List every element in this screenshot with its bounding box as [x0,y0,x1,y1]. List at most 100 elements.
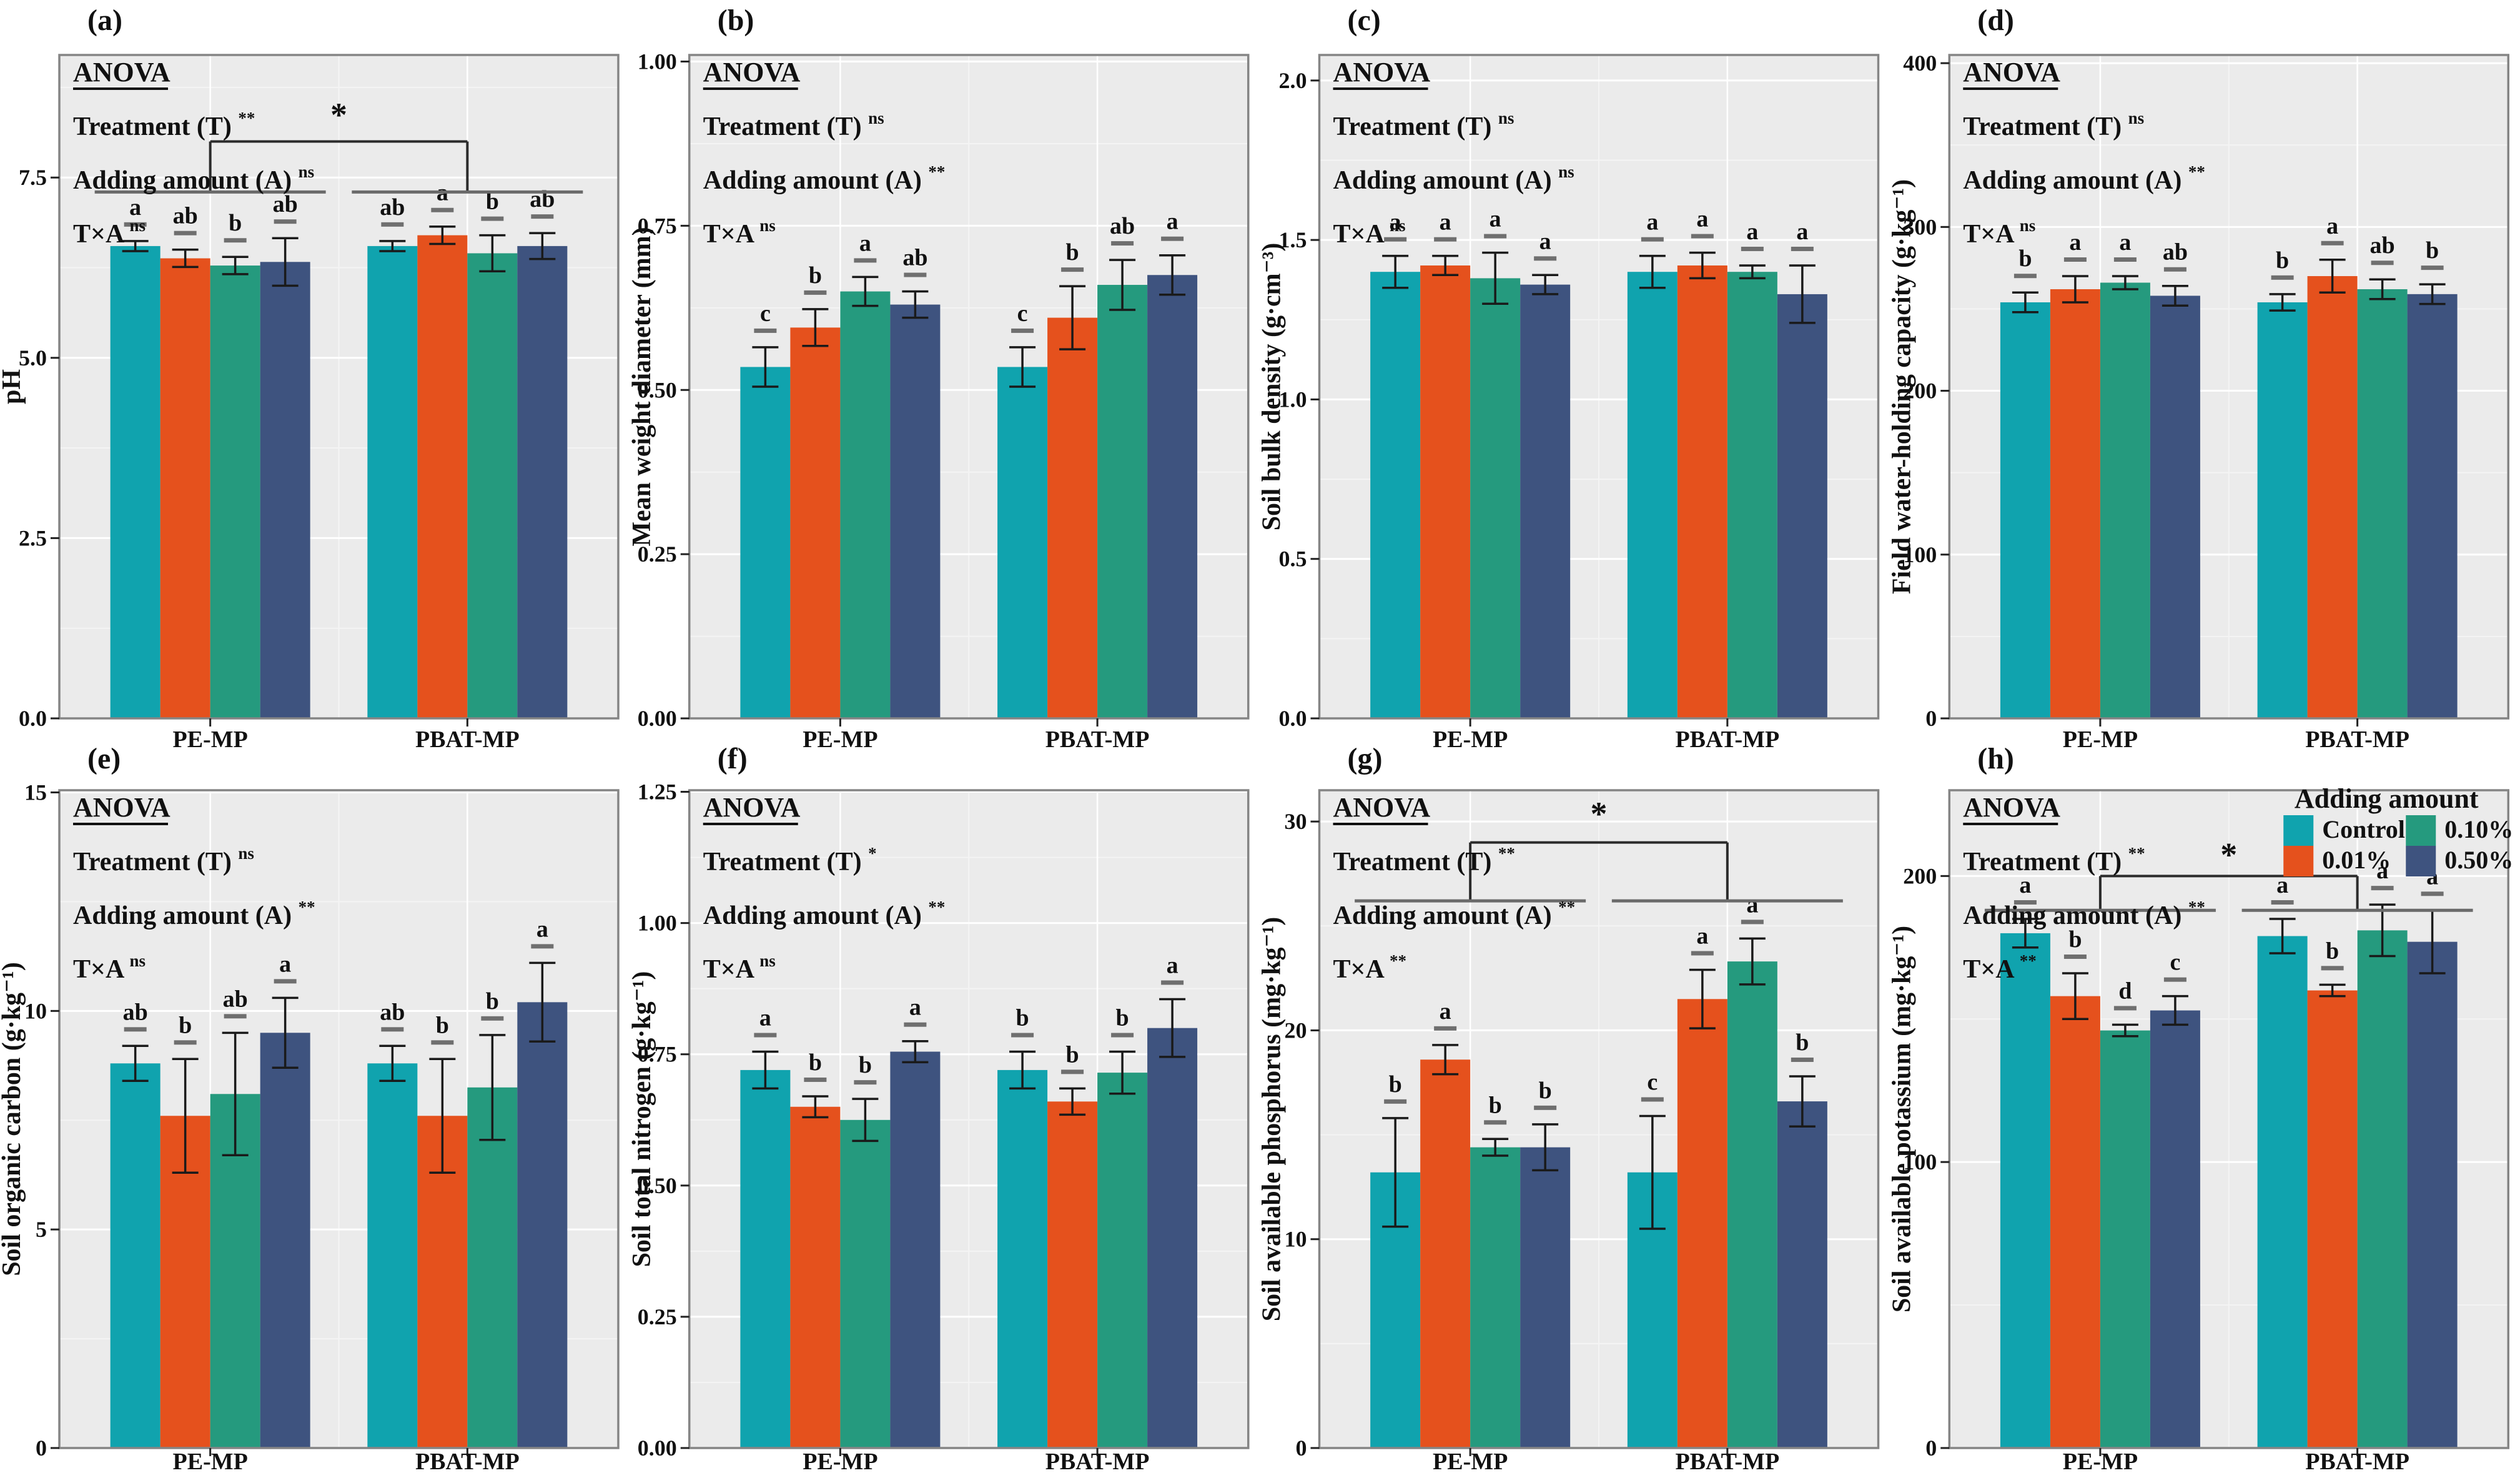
letter-dash [274,219,297,224]
letter-dash [1534,256,1557,261]
x-category-label: PE-MP [2063,1449,2138,1473]
bar-PE-MP-0.50% [2150,295,2200,718]
x-category-label: PE-MP [1433,727,1508,753]
significance-letter: ab [2370,232,2395,259]
anova-line: T×A ns [73,951,146,984]
significance-star: * [2220,836,2237,873]
bar-PBAT-MP-Control [2257,302,2308,718]
x-category-label: PE-MP [2063,727,2138,753]
letter-dash [1691,951,1714,956]
anova-line: Adding amount (A) ** [1963,162,2205,195]
letter-dash [1384,1099,1407,1104]
significance-letter: ab [530,186,555,212]
letter-dash [2321,241,2344,245]
bar-PBAT-MP-0.10% [2357,930,2408,1448]
significance-letter: c [1647,1069,1658,1095]
y-axis-label: Soil available phosphorus (mg·kg⁻¹) [1258,917,1287,1321]
panel-e: (e) ab b ab a ab b b a 0 5 10 15 PE-MP PBAT-MP Soil org… [0,742,620,1473]
significance-letter: ab [273,191,298,217]
significance-letter: c [2170,950,2180,976]
bar-PBAT-MP-0.10% [467,1087,518,1448]
letter-dash [2421,265,2444,270]
letter-dash [2063,955,2087,960]
bar-PBAT-MP-0.50% [2407,294,2458,718]
panel-title-icon: (e) [87,742,121,775]
significance-letter: a [1490,206,1501,232]
letter-dash [381,222,404,227]
plot-border [1318,54,1880,720]
letter-dash [1434,1026,1457,1031]
y-tick-label: 0.00 [638,706,677,731]
letter-dash [1111,241,1134,246]
letter-dash [1011,328,1034,333]
bar-PE-MP-0.01% [2050,289,2100,718]
bar-PBAT-MP-0.10% [467,253,518,718]
anova-heading: ANOVA [703,57,801,87]
y-tick-label: 30 [1285,809,1307,834]
y-tick-label: 1.25 [638,780,677,805]
significance-letter: a [536,916,548,942]
significance-letter: a [129,194,141,221]
letter-dash [1434,237,1457,242]
letter-dash [224,1014,247,1019]
letter-dash [274,979,297,984]
legend-title: Adding amount [2295,783,2479,814]
letter-dash [531,214,554,219]
significance-letter: a [1746,219,1758,245]
significance-letter: d [2118,978,2132,1004]
bar-PBAT-MP-0.50% [1777,294,1827,718]
y-tick-label: 0.25 [638,542,677,567]
significance-letter: a [2326,213,2338,239]
bar-PE-MP-0.10% [1470,1147,1521,1448]
anova-line: Adding amount (A) ns [73,162,314,195]
bar-PBAT-MP-0.01% [1677,999,1727,1448]
anova-line: T×A ns [73,216,146,249]
letter-dash [2113,1006,2137,1011]
legend-swatch-0.50% [2406,846,2436,876]
letter-dash [1791,1057,1814,1062]
bar-PE-MP-0.01% [1420,265,1471,718]
y-tick-label: 300 [1903,214,1937,239]
y-tick-label: 10 [1285,1227,1307,1252]
bar-PE-MP-0.01% [790,327,841,718]
significance-letter: a [2276,872,2288,898]
y-axis-label: Field water-holding capacity (g·kg⁻¹) [1887,179,1916,594]
y-tick-label: 7.5 [19,165,47,190]
y-tick-label: 400 [1903,51,1937,76]
y-tick-label: 1.5 [1279,227,1307,252]
panel-title-icon: (g) [1348,742,1383,775]
y-tick-label: 2.0 [1279,68,1307,93]
bar-PE-MP-0.01% [160,258,210,718]
y-tick-label: 10 [24,998,47,1023]
bar-PE-MP-Control [740,1069,791,1448]
y-axis-label: Soil organic carbon (g·kg⁻¹) [0,962,26,1276]
panel-title-icon: (f) [718,742,748,775]
x-category-label: PBAT-MP [415,727,520,753]
anova-heading: ANOVA [1333,57,1431,87]
significance-letter: c [760,300,771,327]
bar-PE-MP-Control [1370,272,1421,718]
anova-heading: ANOVA [1963,792,2060,823]
y-tick-label: 0.75 [638,1042,677,1067]
bar-PE-MP-0.50% [260,1033,310,1448]
significance-letter: ab [2163,239,2188,265]
legend-swatch-0.01% [2283,846,2314,876]
anova-line: T×A ** [1333,951,1406,984]
bar-PBAT-MP-Control [997,1069,1048,1448]
bar-PE-MP-0.01% [790,1106,841,1448]
panel-c: (c) a a a a a a a a 0.0 0.5 1.0 1.5 2.0 PE-MP PBAT-MP So… [1258,4,1880,753]
bar-PBAT-MP-0.50% [1777,1101,1827,1448]
bar-PE-MP-Control [110,245,161,718]
x-category-label: PE-MP [173,1449,248,1473]
anova-line: Treatment (T) ns [73,844,254,876]
significance-letter: a [1746,891,1758,918]
anova-line: Treatment (T) * [703,844,877,876]
y-tick-label: 0 [1296,1436,1307,1461]
letter-dash [2163,267,2186,272]
letter-dash [754,328,777,333]
x-category-label: PE-MP [1433,1449,1508,1473]
bar-PE-MP-Control [2000,933,2050,1448]
bar-PBAT-MP-Control [997,367,1048,718]
anova-heading: ANOVA [73,792,170,823]
